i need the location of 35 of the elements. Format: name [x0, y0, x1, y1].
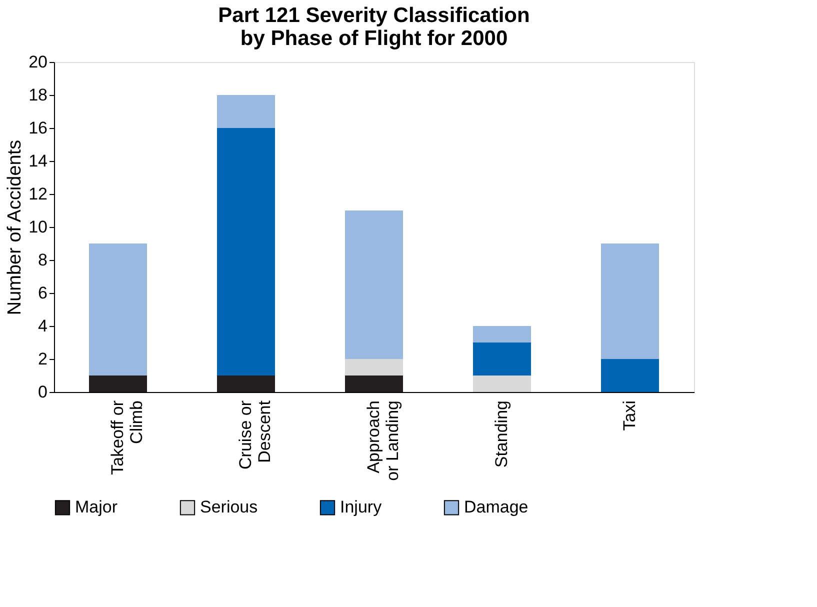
x-tick-label: Cruise or Descent	[236, 400, 274, 470]
bar	[217, 95, 275, 128]
bar	[473, 376, 531, 392]
x-tick-label: Takeoff or Climb	[108, 400, 146, 475]
x-tick-label: Standing	[492, 400, 511, 468]
y-axis-title: Number of Accidents	[4, 140, 26, 316]
y-tick-label: 0	[38, 382, 48, 402]
bar	[345, 376, 403, 392]
bar	[217, 128, 275, 376]
legend-label: Serious	[200, 498, 258, 517]
bar	[217, 376, 275, 392]
y-tick-label: 2	[38, 350, 48, 368]
bar	[345, 210, 403, 359]
bar	[473, 326, 531, 342]
y-tick-label: 18	[28, 86, 48, 104]
legend-label: Damage	[464, 498, 528, 517]
y-tick-label: 6	[38, 284, 48, 302]
x-tick-label: Approach or Landing	[364, 400, 402, 481]
y-tick-label: 10	[28, 218, 48, 236]
y-tick-label: 14	[28, 152, 48, 170]
bar	[89, 376, 147, 392]
bar	[473, 342, 531, 376]
chart-title: Part 121 Severity Classification by Phase of Flight for 2000	[218, 4, 530, 50]
bar	[345, 359, 403, 376]
y-tick-label: 8	[38, 250, 48, 270]
legend-label: Injury	[340, 498, 382, 517]
bar	[89, 244, 147, 376]
bar	[601, 244, 659, 359]
y-tick-label: 12	[28, 184, 48, 204]
legend-label: Major	[75, 498, 118, 517]
y-tick-label: 4	[38, 316, 48, 336]
y-tick-label: 16	[28, 118, 48, 138]
y-tick-label: 20	[28, 52, 48, 72]
bar	[601, 359, 659, 392]
x-tick-label: Taxi	[620, 400, 639, 431]
